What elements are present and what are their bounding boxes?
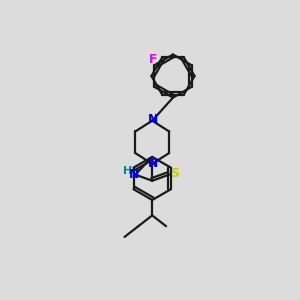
Text: S: S (170, 167, 179, 180)
Text: N: N (129, 168, 140, 181)
Text: N: N (148, 113, 158, 126)
Text: N: N (148, 157, 158, 169)
Text: H: H (123, 166, 132, 176)
Text: F: F (149, 53, 158, 66)
